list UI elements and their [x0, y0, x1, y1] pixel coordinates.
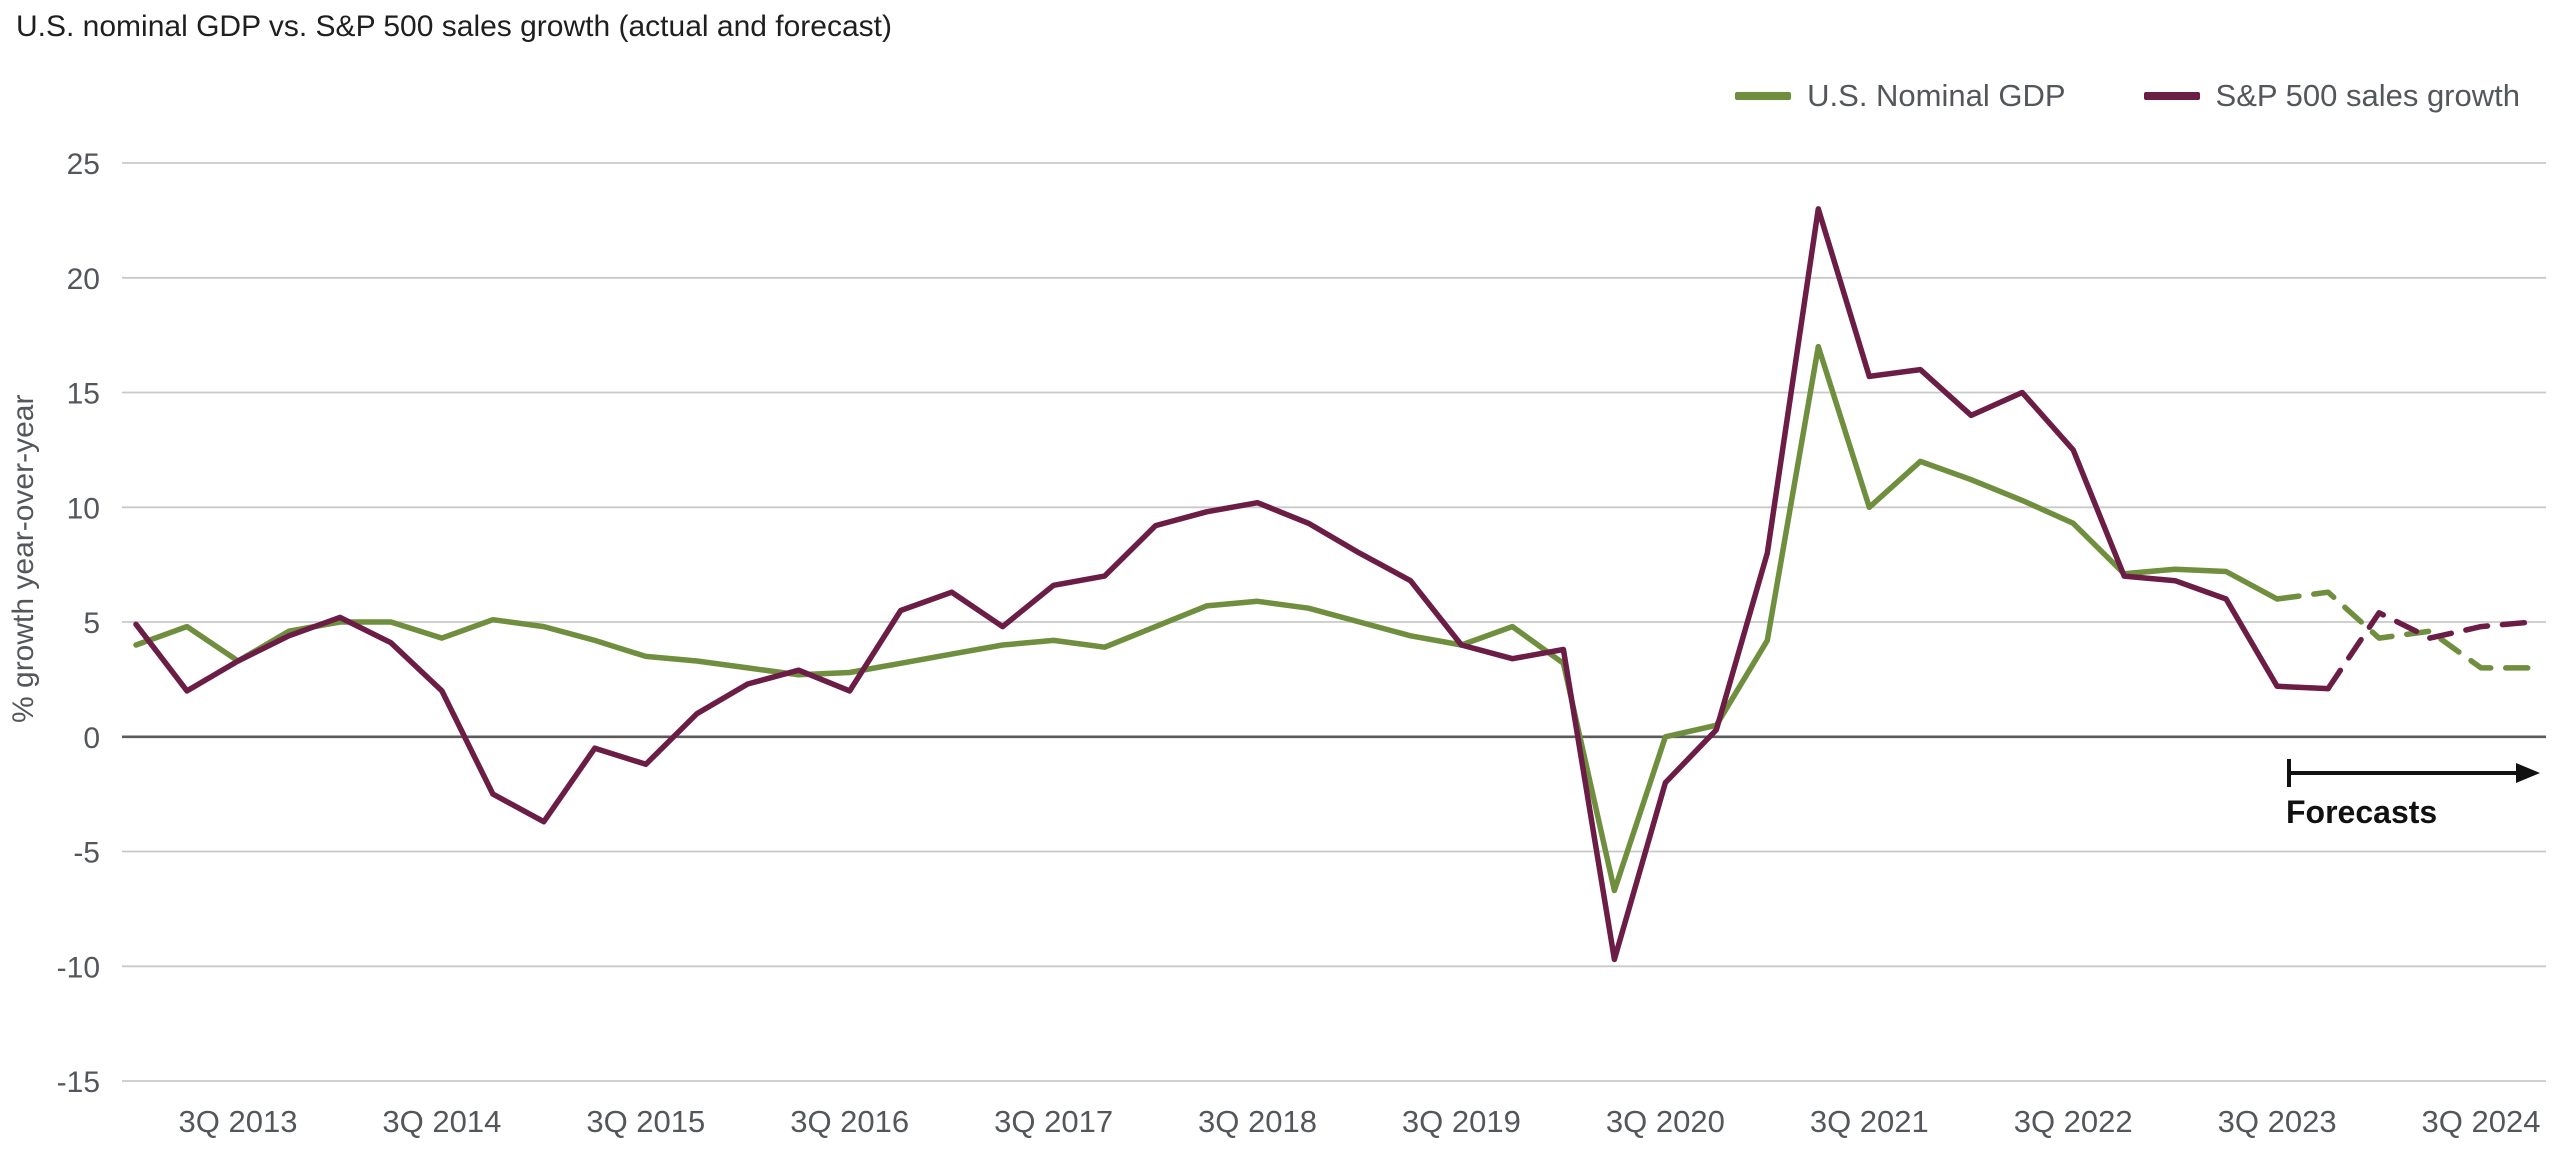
forecasts-annotation: Forecasts [2286, 756, 2546, 831]
svg-text:3Q 2019: 3Q 2019 [1402, 1104, 1521, 1139]
svg-text:3Q 2016: 3Q 2016 [790, 1104, 909, 1139]
svg-text:3Q 2015: 3Q 2015 [586, 1104, 705, 1139]
svg-text:3Q 2017: 3Q 2017 [994, 1104, 1113, 1139]
svg-text:-15: -15 [57, 1066, 100, 1099]
svg-text:15: 15 [67, 378, 100, 411]
svg-text:3Q 2022: 3Q 2022 [2014, 1104, 2133, 1139]
svg-text:0: 0 [83, 722, 100, 755]
legend-label-gdp: U.S. Nominal GDP [1807, 78, 2066, 113]
legend-item-sales: S&P 500 sales growth [2143, 78, 2520, 114]
gdp-line-swatch-icon [1735, 92, 1792, 100]
legend-item-gdp: U.S. Nominal GDP [1735, 78, 2066, 114]
legend: U.S. Nominal GDP S&P 500 sales growth [1735, 78, 2520, 114]
svg-text:25: 25 [67, 148, 100, 181]
forecast-arrow-icon [2287, 759, 2540, 787]
svg-text:10: 10 [67, 492, 100, 525]
svg-text:3Q 2018: 3Q 2018 [1198, 1104, 1317, 1139]
svg-text:5: 5 [83, 607, 100, 640]
svg-text:20: 20 [67, 263, 100, 296]
svg-text:-5: -5 [73, 837, 100, 870]
svg-text:-10: -10 [57, 951, 100, 984]
svg-text:3Q 2014: 3Q 2014 [382, 1104, 501, 1139]
svg-text:3Q 2024: 3Q 2024 [2422, 1104, 2541, 1139]
sales-line-swatch-icon [2143, 92, 2200, 100]
chart-title: U.S. nominal GDP vs. S&P 500 sales growt… [16, 10, 892, 43]
svg-text:3Q 2020: 3Q 2020 [1606, 1104, 1725, 1139]
svg-text:3Q 2021: 3Q 2021 [1810, 1104, 1929, 1139]
svg-text:3Q 2023: 3Q 2023 [2218, 1104, 2337, 1139]
forecasts-label: Forecasts [2286, 794, 2438, 830]
legend-label-sales: S&P 500 sales growth [2215, 78, 2520, 113]
svg-text:3Q 2013: 3Q 2013 [179, 1104, 298, 1139]
